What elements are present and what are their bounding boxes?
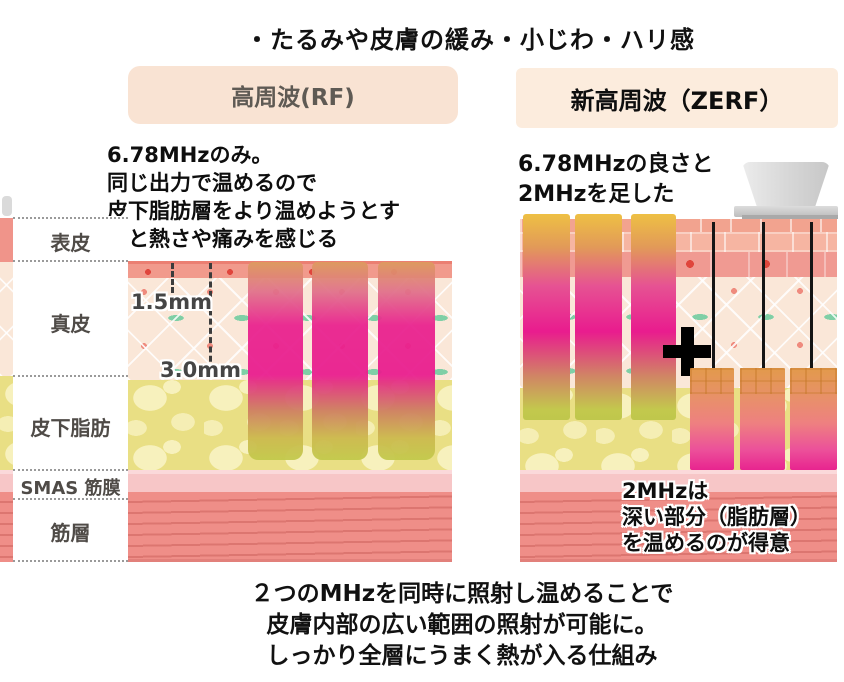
left-description-line: 同じ出力で温めるので [107,171,317,195]
depth-label-3-0mm: 3.0mm [160,358,241,382]
right-description: 6.78MHzの良さと 2MHzを足した [518,150,713,210]
left-panel-header-label: 高周波(RF) [231,85,355,111]
depth-label-1-5mm: 1.5mm [131,290,212,314]
heat-column-678-zerf [575,214,622,420]
depth-dash-1-5mm [171,263,174,293]
layer-label-smas: SMAS 筋膜 [20,478,121,499]
skin-strip-fat [0,376,13,470]
layer-divider [13,260,128,262]
skin-strip-corner [2,196,12,216]
depth-dash-3-0mm [209,263,212,371]
right-note-line: を温めるのが得意 [622,531,790,555]
layer-label-dermis: 真皮 [50,312,91,336]
right-skin-smas [520,470,837,492]
layer-divider [13,469,128,471]
left-panel-header: 高周波(RF) [128,66,458,124]
layer-label-fat: 皮下脂肪 [30,416,111,440]
layer-divider [13,375,128,377]
layer-label-column [13,216,128,562]
left-skin-muscle [128,492,452,562]
skin-strip-muscle [0,492,13,562]
right-note-line: 2MHzは [622,479,709,503]
arrow-down-icon [810,222,813,372]
layer-divider [13,560,128,562]
right-description-line: 6.78MHzの良さと [518,152,714,177]
skin-strip-epidermis [0,218,13,262]
heat-column-678 [248,262,303,460]
heat-column-2mhz [740,368,785,470]
heat-column-2mhz [690,368,734,470]
right-skin-epidermis-base [520,252,837,277]
layer-label-muscle: 筋層 [50,521,91,545]
footer-text: ２つのMHzを同時に照射し温めることで 皮膚内部の広い範囲の照射が可能に。 しっ… [92,579,832,672]
footer-line: しっかり全層にうまく熱が入る仕組み [266,643,658,669]
heat-column-678 [312,262,368,460]
plus-icon [681,327,694,376]
left-description-line: ると熱さや痛みを感じる [107,227,338,251]
arrow-down-icon [762,222,765,372]
skin-strip-smas [0,470,13,492]
layer-divider [13,217,128,219]
handpiece-base-shadow [742,215,838,219]
heat-column-678-zerf [523,214,570,420]
handpiece-body [742,162,830,207]
heat-column-678-zerf [631,214,676,420]
left-description: 6.78MHzのみ。 同じ出力で温めるので 皮下脂肪層をより温めようとす ると熱… [107,141,400,253]
layer-label-epidermis: 表皮 [50,231,91,255]
footer-line: ２つのMHzを同時に照射し温めることで [250,581,674,607]
right-description-line: 2MHzを足した [518,182,675,207]
skin-strip-dermis [0,262,13,376]
heat-column-2mhz [790,368,837,470]
handpiece-base [734,206,838,217]
right-skin-muscle [520,492,837,562]
layer-divider [13,498,128,500]
left-description-line: 6.78MHzのみ。 [107,143,273,167]
heat-column-678 [378,262,435,460]
left-skin-smas [128,470,452,492]
page-title: ・たるみや皮膚の緩み・小じわ・ハリ感 [245,26,695,54]
arrow-down-icon [712,222,715,372]
left-description-line: 皮下脂肪層をより温めようとす [107,199,400,223]
handpiece-icon [734,160,838,219]
right-panel-header-label: 新高周波（ZERF） [570,86,784,115]
footer-line: 皮膚内部の広い範囲の照射が可能に。 [266,612,658,638]
right-note-line: 深い部分（脂肪層） [622,505,811,529]
right-panel-header: 新高周波（ZERF） [516,68,838,128]
